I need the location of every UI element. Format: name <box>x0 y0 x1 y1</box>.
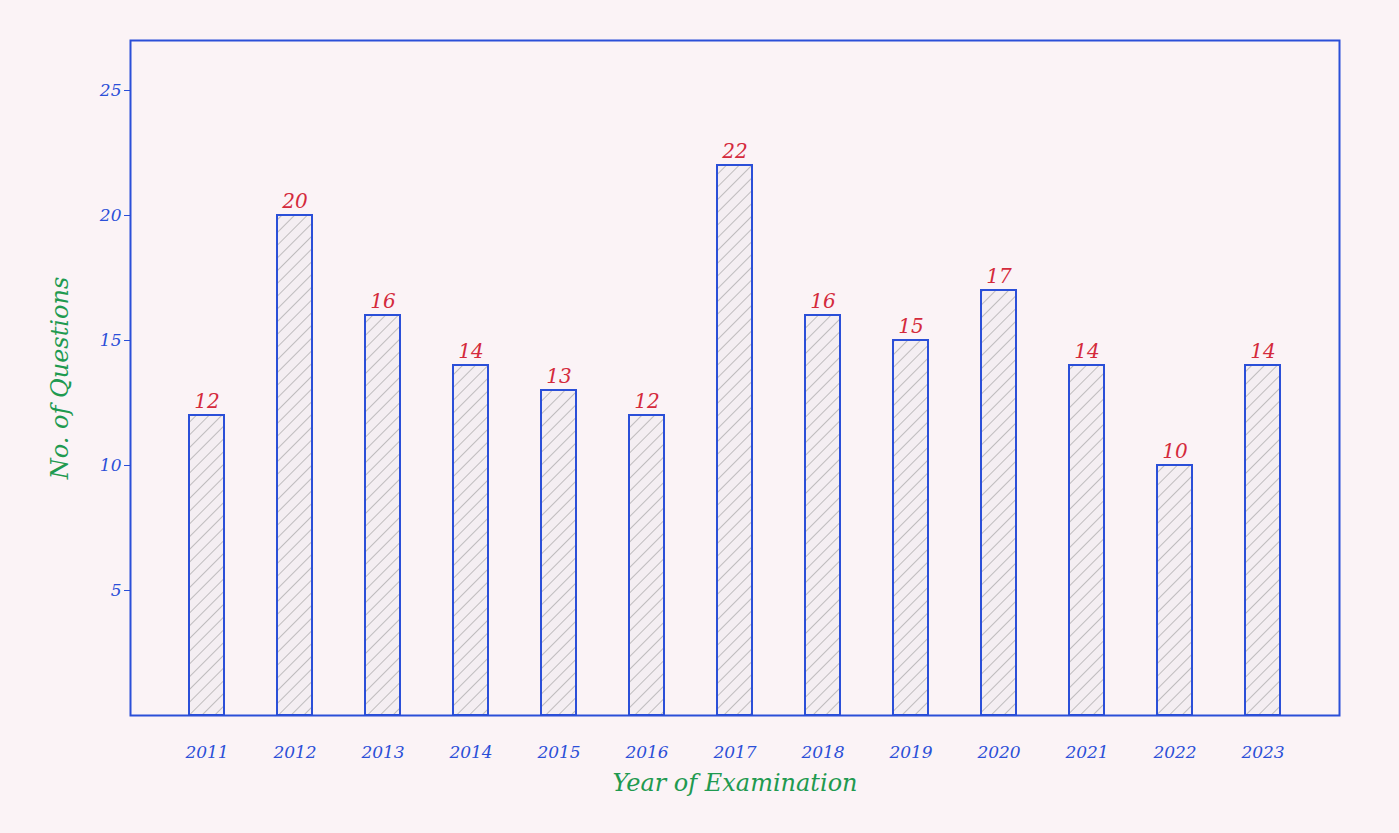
svg-text:2023: 2023 <box>1240 742 1284 762</box>
svg-text:12: 12 <box>634 389 659 413</box>
svg-text:20: 20 <box>281 189 308 213</box>
svg-text:10: 10 <box>1162 439 1188 463</box>
svg-text:Year of Examination: Year of Examination <box>612 769 857 797</box>
svg-text:2015: 2015 <box>536 742 580 762</box>
svg-text:5: 5 <box>111 580 122 600</box>
svg-text:2020: 2020 <box>976 742 1020 762</box>
svg-text:14: 14 <box>458 339 483 363</box>
svg-text:2014: 2014 <box>448 742 492 762</box>
svg-text:No. of Questions: No. of Questions <box>46 277 74 480</box>
svg-text:10: 10 <box>100 455 122 475</box>
svg-text:2018: 2018 <box>800 742 844 762</box>
svg-text:2016: 2016 <box>624 742 668 762</box>
svg-text:2013: 2013 <box>360 742 404 762</box>
svg-text:2022: 2022 <box>1152 742 1196 762</box>
svg-text:14: 14 <box>1250 339 1275 363</box>
svg-text:15: 15 <box>898 314 923 338</box>
svg-text:2017: 2017 <box>712 742 756 762</box>
svg-text:2019: 2019 <box>888 742 932 762</box>
svg-text:2011: 2011 <box>184 742 228 762</box>
svg-text:15: 15 <box>100 330 122 350</box>
svg-text:25: 25 <box>99 80 122 100</box>
svg-text:2012: 2012 <box>272 742 316 762</box>
svg-text:2021: 2021 <box>1064 742 1108 762</box>
svg-text:20: 20 <box>99 205 122 225</box>
svg-text:16: 16 <box>370 289 396 313</box>
svg-text:17: 17 <box>986 264 1012 288</box>
svg-text:12: 12 <box>194 389 219 413</box>
svg-text:16: 16 <box>810 289 836 313</box>
svg-text:22: 22 <box>721 139 747 163</box>
svg-text:13: 13 <box>546 364 571 388</box>
svg-text:14: 14 <box>1074 339 1099 363</box>
